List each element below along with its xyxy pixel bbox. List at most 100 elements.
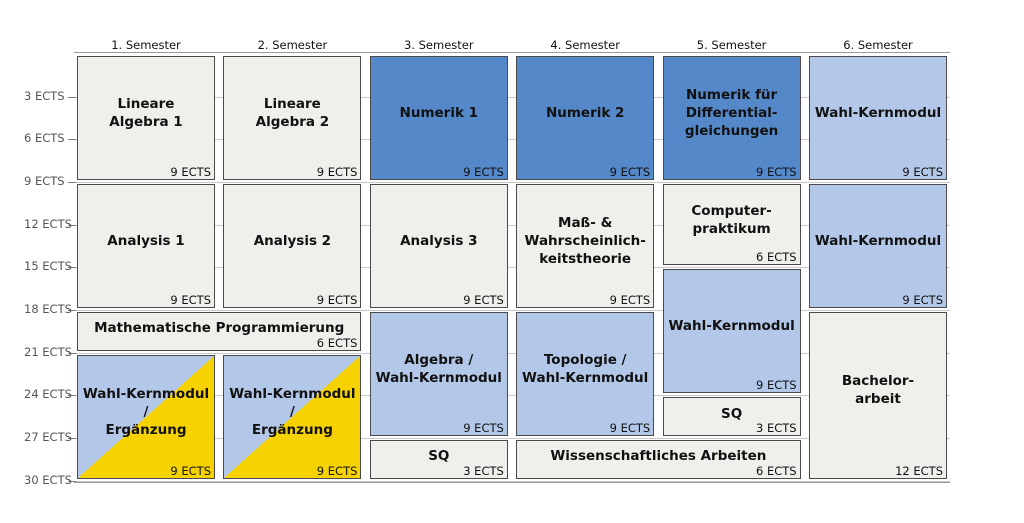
module-title: Analysis 3 (400, 232, 478, 249)
module-box: Numerik 2 9 ECTS (516, 56, 655, 180)
module-title: Mathematische Programmierung (94, 320, 345, 337)
module-title: Wahl-Kernmodul / Ergänzung (229, 385, 356, 438)
module-box: Wahl-Kernmodul 9 ECTS (662, 269, 801, 394)
module-title: Lineare Algebra 1 (109, 95, 183, 130)
axis-tick (68, 225, 76, 226)
ects-axis-label: 21 ECTS (24, 345, 72, 359)
ects-axis-label: 24 ECTS (24, 387, 72, 401)
module-title: Numerik für Differential- gleichungen (684, 86, 779, 139)
grid-line (68, 481, 950, 482)
module-title: Maß- & Wahrscheinlich- keitstheorie (524, 214, 646, 267)
axis-tick (68, 182, 76, 183)
axis-tick (68, 139, 76, 140)
module-box: Mathematische Programmierung 6 ECTS (77, 311, 362, 351)
module-ects: 9 ECTS (170, 164, 211, 179)
module-ects: 6 ECTS (755, 463, 797, 478)
module-title: Computer- praktikum (691, 202, 772, 237)
module-ects: 9 ECTS (609, 420, 651, 435)
module-title: Wissenschaftliches Arbeiten (550, 448, 767, 465)
module-ects: 9 ECTS (463, 292, 504, 307)
ects-axis-label: 18 ECTS (24, 302, 72, 316)
module-box: Lineare Algebra 2 9 ECTS (223, 56, 362, 180)
module-box: Topologie / Wahl-Kernmodul 9 ECTS (516, 311, 655, 436)
module-box: Computer- praktikum 6 ECTS (662, 183, 801, 266)
semester-header: 2. Semester (257, 38, 328, 52)
module-title: Wahl-Kernmodul (814, 104, 942, 121)
module-box: Algebra / Wahl-Kernmodul 9 ECTS (369, 311, 508, 436)
ects-axis-label: 6 ECTS (24, 131, 65, 145)
module-box: Analysis 1 9 ECTS (77, 183, 215, 308)
module-box: Lineare Algebra 1 9 ECTS (77, 56, 215, 180)
module-ects: 9 ECTS (170, 292, 211, 307)
module-ects: 9 ECTS (463, 164, 504, 179)
module-title: Numerik 2 (545, 104, 625, 121)
module-box: SQ 3 ECTS (369, 439, 508, 479)
module-ects: 9 ECTS (756, 164, 797, 179)
module-title: SQ (720, 405, 743, 422)
axis-tick (68, 395, 76, 396)
grid-line (68, 395, 950, 396)
module-ects: 9 ECTS (902, 292, 943, 307)
semester-header: 4. Semester (550, 38, 620, 52)
ects-axis-label: 30 ECTS (24, 473, 72, 487)
grid-line (68, 267, 950, 268)
ects-axis-label: 3 ECTS (24, 89, 65, 103)
grid-line (68, 225, 950, 226)
grid-line (68, 310, 950, 311)
axis-tick (68, 438, 76, 439)
module-ects: 9 ECTS (316, 463, 358, 478)
module-ects: 9 ECTS (316, 292, 358, 307)
module-box: Bachelor- arbeit 12 ECTS (809, 311, 947, 479)
ects-axis-label: 9 ECTS (24, 174, 65, 188)
module-box: Numerik für Differential- gleichungen 9 E… (662, 56, 801, 180)
grid-line (68, 182, 950, 183)
semester-header: 1. Semester (111, 38, 181, 52)
axis-tick (68, 267, 76, 268)
module-ects: 9 ECTS (463, 420, 504, 435)
module-title: Analysis 1 (107, 232, 185, 249)
bottom-rule (74, 482, 950, 483)
semester-header: 6. Semester (843, 38, 913, 52)
axis-tick (68, 310, 76, 311)
header-rule (74, 52, 950, 53)
module-ects: 6 ECTS (756, 250, 797, 265)
module-ects: 9 ECTS (609, 164, 651, 179)
semester-header: 3. Semester (404, 38, 474, 52)
module-ects: 9 ECTS (170, 463, 211, 478)
module-ects: 9 ECTS (316, 164, 358, 179)
module-title: Topologie / Wahl-Kernmodul (522, 351, 649, 386)
ects-axis-label: 12 ECTS (24, 217, 72, 231)
module-title: Wahl-Kernmodul / Ergänzung (82, 385, 210, 438)
module-box: SQ 3 ECTS (662, 397, 801, 436)
module-box: Maß- & Wahrscheinlich- keitstheorie 9 ECT… (516, 183, 655, 308)
module-ects: 9 ECTS (902, 164, 943, 179)
module-box: Wahl-Kernmodul 9 ECTS (809, 56, 947, 180)
grid-line (68, 353, 950, 354)
module-box: Wahl-Kernmodul 9 ECTS (809, 183, 947, 308)
module-box: Analysis 2 9 ECTS (223, 183, 362, 308)
module-ects: 3 ECTS (756, 420, 797, 435)
axis-tick (68, 353, 76, 354)
module-ects: 9 ECTS (609, 292, 651, 307)
module-title: Lineare Algebra 2 (255, 95, 330, 130)
module-box: Wahl-Kernmodul / Ergänzung 9 ECTS (77, 354, 215, 479)
module-title: Bachelor- arbeit (841, 373, 915, 408)
module-title: Wahl-Kernmodul (668, 318, 795, 335)
axis-tick (68, 481, 76, 482)
module-ects: 3 ECTS (463, 463, 504, 478)
module-title: Analysis 2 (253, 232, 332, 249)
module-box: Wahl-Kernmodul / Ergänzung 9 ECTS (223, 354, 362, 479)
grid-line (68, 438, 950, 439)
semester-header: 5. Semester (696, 38, 767, 52)
module-box: Wissenschaftliches Arbeiten 6 ECTS (516, 439, 801, 479)
module-title: Numerik 1 (399, 104, 479, 121)
module-title: Algebra / Wahl-Kernmodul (375, 351, 502, 386)
grid-line (68, 97, 950, 98)
ects-axis-label: 27 ECTS (24, 430, 72, 444)
module-ects: 9 ECTS (756, 378, 797, 393)
module-title: SQ (428, 448, 450, 465)
module-box: Numerik 1 9 ECTS (369, 56, 508, 180)
axis-tick (68, 97, 76, 98)
ects-axis-label: 15 ECTS (24, 259, 72, 273)
